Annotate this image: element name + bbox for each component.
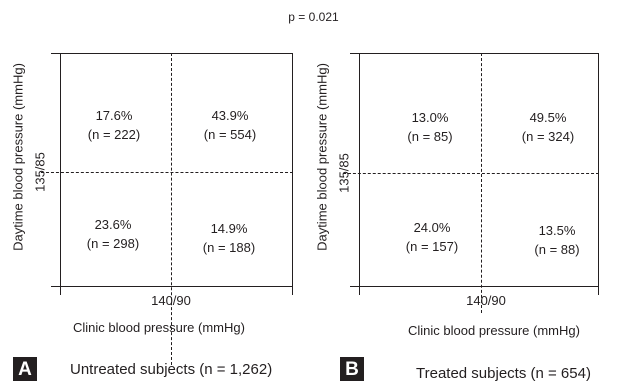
cell-count: (n = 85)	[407, 129, 453, 144]
cell-percent: 43.9%	[211, 108, 249, 123]
cell-bottom-right: 14.9% (n = 188)	[179, 219, 279, 257]
cell-percent: 14.9%	[210, 221, 248, 236]
cell-bottom-left: 24.0% (n = 157)	[382, 218, 482, 256]
y-axis-label: Daytime blood pressure (mmHg)	[10, 63, 26, 251]
y-threshold-label: 135/85	[336, 153, 352, 193]
axis-tick	[51, 286, 60, 287]
cell-bottom-right: 13.5% (n = 88)	[507, 221, 607, 259]
axis-tick	[350, 53, 359, 54]
cell-percent: 17.6%	[95, 108, 133, 123]
cell-percent: 13.5%	[538, 223, 576, 238]
panel-letter-badge: A	[13, 357, 37, 381]
cell-count: (n = 88)	[534, 242, 580, 257]
quadrant-box	[60, 53, 293, 287]
axis-tick	[598, 286, 599, 295]
cell-count: (n = 222)	[87, 127, 141, 142]
horizontal-threshold-line	[343, 173, 599, 174]
p-value-label: p = 0.021	[288, 10, 339, 24]
panel-caption: Untreated subjects (n = 1,262)	[70, 361, 273, 378]
cell-count: (n = 554)	[203, 127, 257, 142]
cell-top-right: 49.5% (n = 324)	[498, 108, 598, 146]
axis-tick	[350, 286, 359, 287]
cell-count: (n = 298)	[86, 236, 140, 251]
axis-tick	[359, 286, 360, 295]
cell-bottom-left: 23.6% (n = 298)	[63, 215, 163, 253]
cell-percent: 23.6%	[94, 217, 132, 232]
vertical-threshold-line	[171, 53, 172, 365]
x-axis-label: Clinic blood pressure (mmHg)	[408, 323, 580, 338]
vertical-threshold-line	[481, 53, 482, 313]
x-axis-label: Clinic blood pressure (mmHg)	[73, 320, 245, 335]
axis-tick	[51, 53, 60, 54]
y-threshold-label: 135/85	[32, 152, 48, 192]
x-threshold-label: 140/90	[466, 293, 506, 308]
cell-percent: 49.5%	[529, 110, 567, 125]
horizontal-threshold-line	[41, 172, 293, 173]
cell-top-right: 43.9% (n = 554)	[180, 106, 280, 144]
cell-count: (n = 157)	[405, 239, 459, 254]
cell-count: (n = 324)	[521, 129, 575, 144]
y-axis-label: Daytime blood pressure (mmHg)	[314, 63, 330, 251]
cell-percent: 13.0%	[411, 110, 449, 125]
cell-percent: 24.0%	[413, 220, 451, 235]
cell-count: (n = 188)	[202, 240, 256, 255]
cell-top-left: 17.6% (n = 222)	[64, 106, 164, 144]
axis-tick	[60, 286, 61, 295]
x-threshold-label: 140/90	[151, 293, 191, 308]
quadrant-box	[359, 53, 599, 287]
axis-tick	[292, 286, 293, 295]
panel-caption: Treated subjects (n = 654)	[416, 365, 591, 382]
panel-letter-badge: B	[340, 357, 364, 381]
cell-top-left: 13.0% (n = 85)	[380, 108, 480, 146]
